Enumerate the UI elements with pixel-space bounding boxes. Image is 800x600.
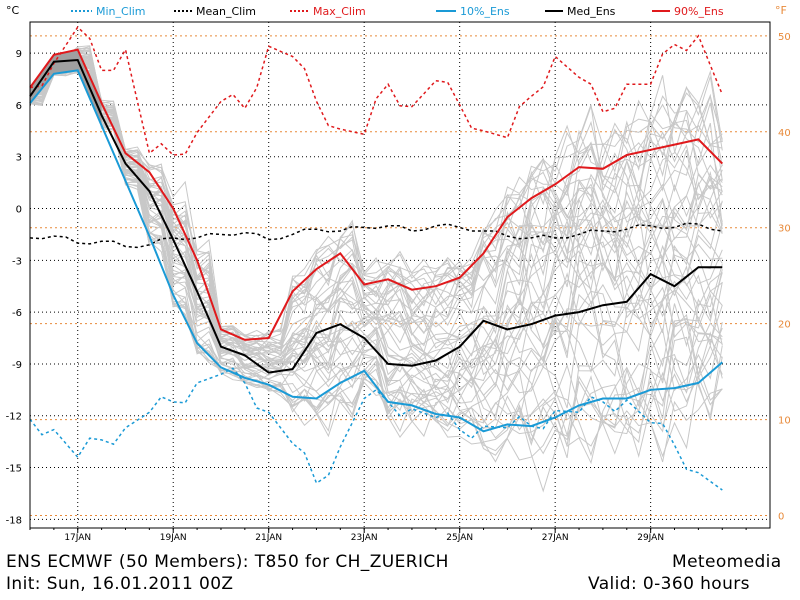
series-p10-line (29, 69, 723, 433)
legend-label-p10: 10%_Ens (460, 5, 510, 18)
ensemble-member-line (29, 47, 723, 355)
series-lines (29, 26, 724, 491)
plot-frame (29, 21, 771, 533)
x-tick-label: 29JAN (637, 533, 664, 543)
legend-label-p90: 90%_Ens (674, 5, 724, 18)
ensemble-member-line (29, 61, 723, 443)
left-axis-unit: °C (6, 4, 20, 17)
ensemble-member-line (29, 60, 723, 376)
legend-label-mean-clim: Mean_Clim (196, 5, 256, 18)
x-tick-label: 23JAN (351, 533, 378, 543)
x-tick-label: 21JAN (255, 533, 282, 543)
right-axis-unit: °F (775, 4, 787, 17)
plot-border (29, 21, 771, 529)
legend-label-max-clim: Max_Clim (313, 5, 366, 18)
legend-label-median: Med_Ens (567, 5, 616, 18)
ensemble-member-line (29, 67, 723, 429)
y-tick-label-c: -12 (6, 412, 22, 423)
y-tick-label-f: 30 (778, 224, 791, 235)
y-tick-label-c: -18 (6, 515, 22, 526)
y-tick-label-c: -15 (6, 464, 22, 475)
y-tick-label-c: -6 (12, 308, 22, 319)
y-tick-label-c: 9 (16, 49, 22, 60)
footer-init-time: Init: Sun, 16.01.2011 00Z (6, 574, 234, 594)
x-tick-label: 17JAN (64, 533, 91, 543)
y-tick-label-c: 0 (16, 205, 22, 216)
ensemble-member-line (29, 61, 723, 394)
y-tick-label-f: 20 (778, 320, 791, 331)
y-tick-label-c: -3 (12, 256, 22, 267)
ensemble-members (29, 45, 723, 493)
x-tick-label: 27JAN (542, 533, 569, 543)
y-tick-label-c: 3 (16, 153, 22, 164)
y-tick-label-f: 40 (778, 128, 791, 139)
legend-label-min-clim: Min_Clim (96, 5, 146, 18)
footer-source: Meteomedia (672, 552, 782, 572)
x-tick-label: 19JAN (160, 533, 187, 543)
ensemble-member-line (29, 46, 723, 352)
y-tick-label-c: 6 (16, 101, 22, 112)
y-tick-label-f: 10 (778, 416, 791, 427)
y-tick-label-c: -9 (12, 360, 22, 371)
series-p90-line (29, 48, 724, 341)
ensemble-member-line (29, 51, 723, 370)
ensemble-member-line (29, 67, 723, 493)
ensemble-member-line (29, 61, 723, 463)
y-tick-label-f: 0 (778, 512, 784, 523)
series-mean-clim-line (29, 222, 723, 249)
ensemble-member-line (29, 62, 723, 387)
legend: Min_Clim Mean_Clim Max_Clim 10%_Ens Med_Ens 9… (71, 5, 724, 18)
x-tick-label: 25JAN (446, 533, 473, 543)
ensemble-member-line (29, 45, 723, 342)
series-max-clim-line (29, 26, 723, 156)
series-median-line (29, 58, 723, 374)
grid (30, 22, 770, 528)
ensemble-member-line (29, 49, 723, 342)
ensemble-member-line (29, 58, 723, 349)
footer-model-info: ENS ECMWF (50 Members): T850 for CH_ZUER… (6, 552, 449, 572)
footer-valid-range: Valid: 0-360 hours (588, 574, 750, 594)
ensemble-member-line (29, 65, 723, 455)
y-tick-label-f: 50 (778, 32, 791, 43)
ensemble-member-line (29, 46, 723, 343)
